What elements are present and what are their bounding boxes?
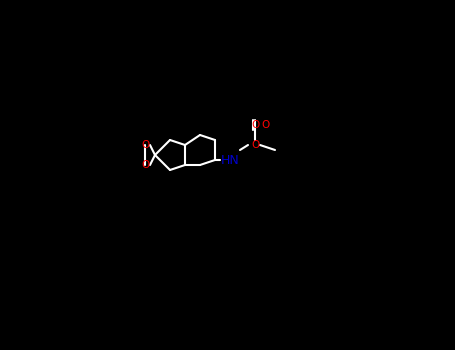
Text: HN: HN	[221, 154, 239, 167]
Text: O: O	[251, 120, 259, 130]
Text: O: O	[251, 140, 259, 150]
Text: O: O	[261, 120, 269, 130]
Text: O: O	[141, 160, 149, 170]
Text: O: O	[141, 140, 149, 150]
